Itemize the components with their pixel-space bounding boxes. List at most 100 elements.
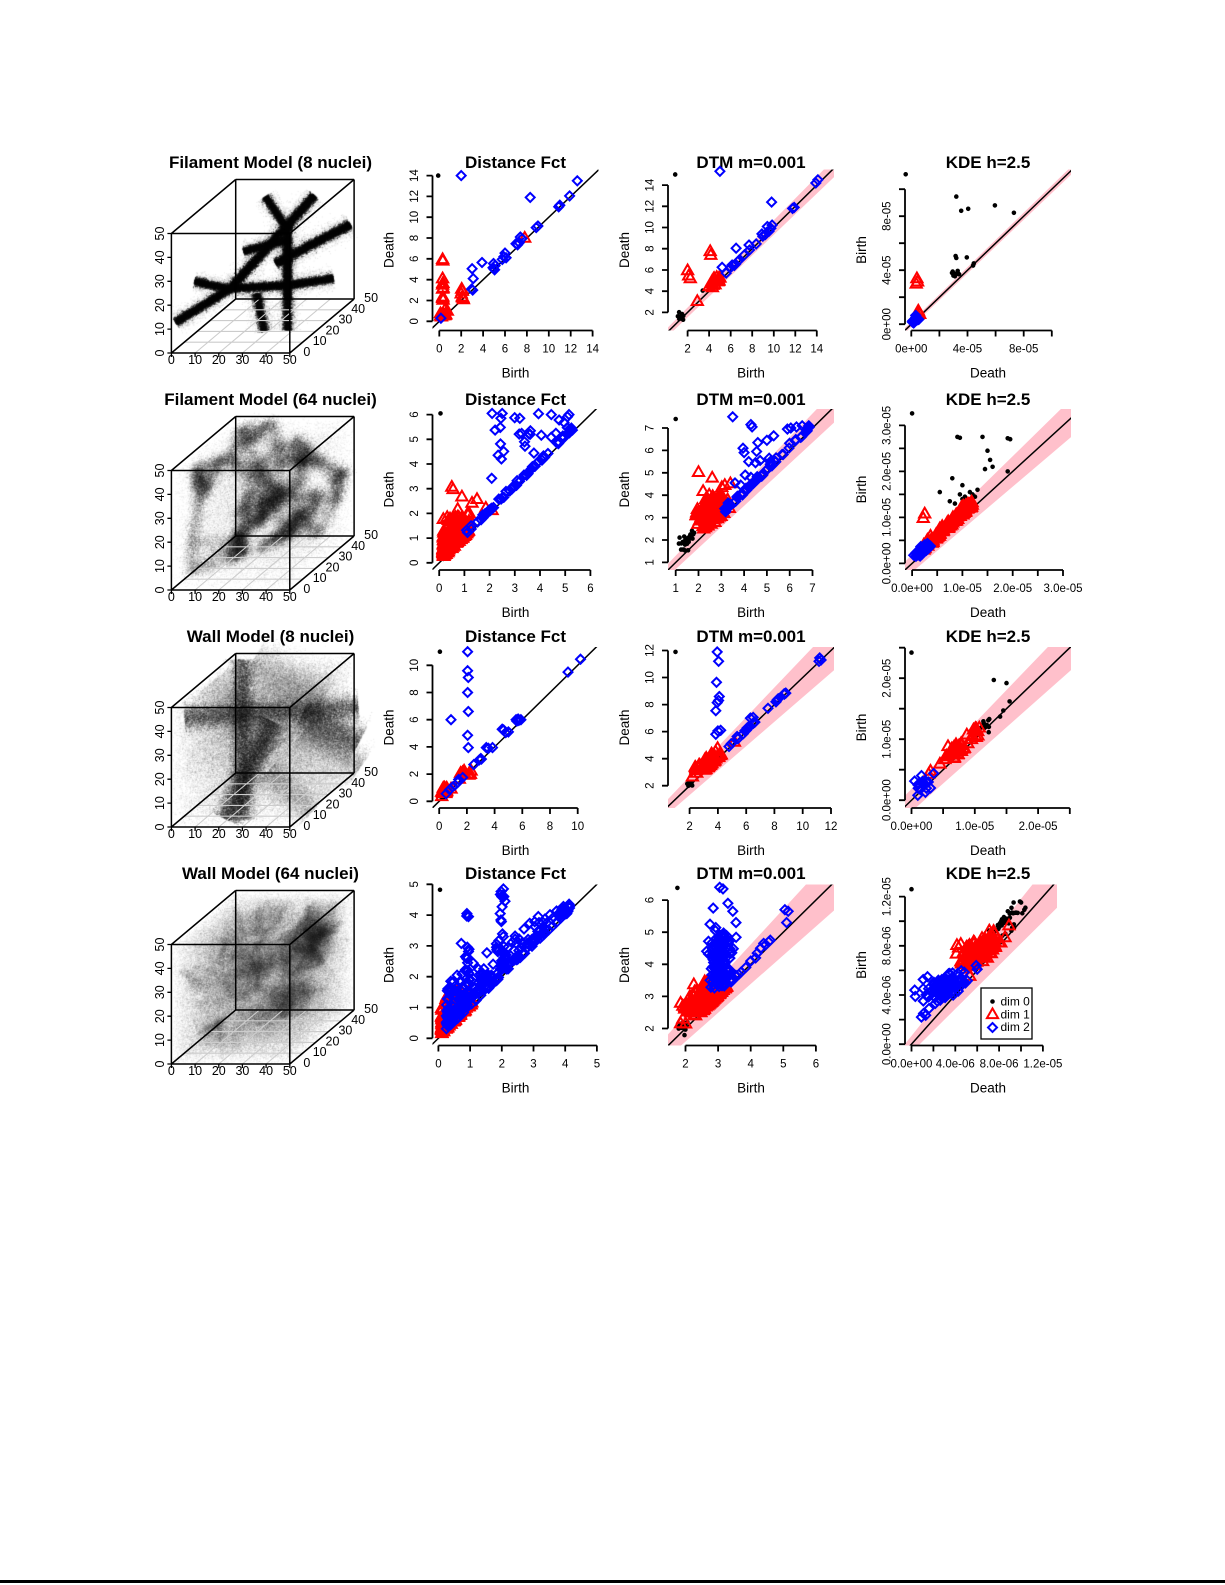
svg-text:4.0e-06: 4.0e-06 (936, 1059, 975, 1071)
svg-text:0: 0 (168, 353, 175, 367)
svg-text:4: 4 (409, 276, 421, 283)
svg-text:Death: Death (970, 1081, 1006, 1096)
svg-text:2: 2 (645, 782, 657, 788)
svg-text:1: 1 (409, 1004, 421, 1010)
svg-text:Death: Death (382, 232, 397, 268)
svg-text:40: 40 (259, 353, 273, 367)
svg-text:2: 2 (458, 344, 464, 356)
svg-text:4: 4 (715, 821, 722, 833)
svg-text:10: 10 (409, 659, 421, 672)
svg-text:1.0e-05: 1.0e-05 (955, 821, 994, 833)
svg-text:0.0e+00: 0.0e+00 (891, 1059, 933, 1071)
svg-text:2: 2 (409, 297, 421, 303)
svg-text:4: 4 (537, 583, 544, 595)
svg-text:50: 50 (364, 291, 378, 305)
svg-text:4: 4 (409, 743, 421, 750)
svg-text:Wall Model (8 nuclei): Wall Model (8 nuclei) (187, 627, 355, 646)
svg-text:0: 0 (303, 582, 310, 596)
svg-text:0: 0 (409, 798, 421, 804)
svg-text:0: 0 (153, 586, 167, 593)
svg-text:30: 30 (153, 748, 167, 762)
svg-text:dim 2: dim 2 (1001, 1020, 1031, 1034)
svg-text:10: 10 (409, 211, 421, 224)
svg-text:7: 7 (809, 583, 815, 595)
svg-text:0: 0 (409, 1035, 421, 1041)
svg-text:8.0e-06: 8.0e-06 (980, 1059, 1019, 1071)
svg-text:10: 10 (153, 559, 167, 573)
svg-text:0: 0 (409, 560, 421, 566)
svg-text:8: 8 (771, 821, 777, 833)
svg-text:4: 4 (562, 1059, 569, 1071)
svg-text:3: 3 (530, 1059, 536, 1071)
svg-text:Distance Fct: Distance Fct (465, 153, 566, 172)
svg-text:0: 0 (436, 821, 442, 833)
svg-text:0: 0 (436, 583, 442, 595)
svg-text:6: 6 (645, 267, 657, 273)
svg-text:Death: Death (970, 605, 1006, 620)
svg-text:12: 12 (825, 821, 838, 833)
svg-text:6: 6 (519, 821, 525, 833)
svg-text:6: 6 (409, 256, 421, 262)
svg-text:Birth: Birth (737, 605, 765, 620)
svg-text:6: 6 (727, 344, 733, 356)
svg-text:10: 10 (188, 353, 202, 367)
svg-text:0: 0 (153, 1060, 167, 1067)
svg-text:50: 50 (153, 464, 167, 478)
svg-text:4: 4 (480, 344, 487, 356)
svg-text:5: 5 (780, 1059, 786, 1071)
svg-text:dim 0: dim 0 (1001, 995, 1031, 1009)
svg-text:6: 6 (409, 411, 421, 417)
svg-text:6: 6 (502, 344, 508, 356)
svg-text:20: 20 (326, 797, 340, 811)
svg-text:40: 40 (259, 827, 273, 841)
svg-text:KDE h=2.5: KDE h=2.5 (946, 864, 1031, 883)
svg-text:14: 14 (586, 344, 599, 356)
svg-text:Death: Death (617, 709, 632, 745)
svg-text:6: 6 (645, 447, 657, 453)
svg-text:2: 2 (409, 771, 421, 777)
svg-text:30: 30 (153, 985, 167, 999)
svg-text:Distance Fct: Distance Fct (465, 627, 566, 646)
svg-text:Birth: Birth (854, 714, 869, 742)
svg-text:50: 50 (283, 1064, 297, 1078)
svg-text:8: 8 (749, 344, 755, 356)
svg-text:30: 30 (153, 274, 167, 288)
svg-text:50: 50 (364, 528, 378, 542)
svg-text:0: 0 (168, 590, 175, 604)
svg-text:6: 6 (786, 583, 792, 595)
svg-text:10: 10 (188, 827, 202, 841)
svg-text:30: 30 (235, 1064, 249, 1078)
svg-text:1: 1 (645, 559, 657, 565)
svg-text:10: 10 (313, 334, 327, 348)
svg-text:1: 1 (672, 583, 678, 595)
svg-text:2: 2 (645, 309, 657, 315)
svg-text:12: 12 (789, 344, 802, 356)
svg-text:5: 5 (645, 470, 657, 476)
svg-text:50: 50 (364, 1002, 378, 1016)
svg-text:0: 0 (153, 349, 167, 356)
svg-text:1.0e-05: 1.0e-05 (943, 583, 982, 595)
svg-text:20: 20 (153, 535, 167, 549)
svg-text:8: 8 (645, 245, 657, 251)
svg-text:Death: Death (382, 947, 397, 983)
svg-text:8.0e-06: 8.0e-06 (882, 926, 894, 965)
svg-text:10: 10 (188, 590, 202, 604)
svg-text:2: 2 (499, 1059, 505, 1071)
svg-text:10: 10 (153, 1033, 167, 1047)
svg-text:6: 6 (743, 821, 749, 833)
svg-text:2: 2 (464, 821, 470, 833)
svg-text:50: 50 (283, 590, 297, 604)
svg-text:10: 10 (796, 821, 809, 833)
svg-text:7: 7 (645, 425, 657, 431)
svg-text:Death: Death (970, 843, 1006, 858)
svg-text:20: 20 (326, 1034, 340, 1048)
svg-text:2.0e-05: 2.0e-05 (882, 452, 894, 491)
svg-text:Filament Model (8 nuclei): Filament Model (8 nuclei) (169, 153, 372, 172)
svg-text:2.0e-05: 2.0e-05 (993, 583, 1032, 595)
svg-text:2: 2 (645, 1025, 657, 1031)
svg-text:3: 3 (645, 993, 657, 999)
svg-text:Distance Fct: Distance Fct (465, 864, 566, 883)
svg-text:0e+00: 0e+00 (882, 308, 894, 340)
svg-text:6: 6 (587, 583, 593, 595)
svg-text:0.0e+00: 0.0e+00 (891, 821, 933, 833)
